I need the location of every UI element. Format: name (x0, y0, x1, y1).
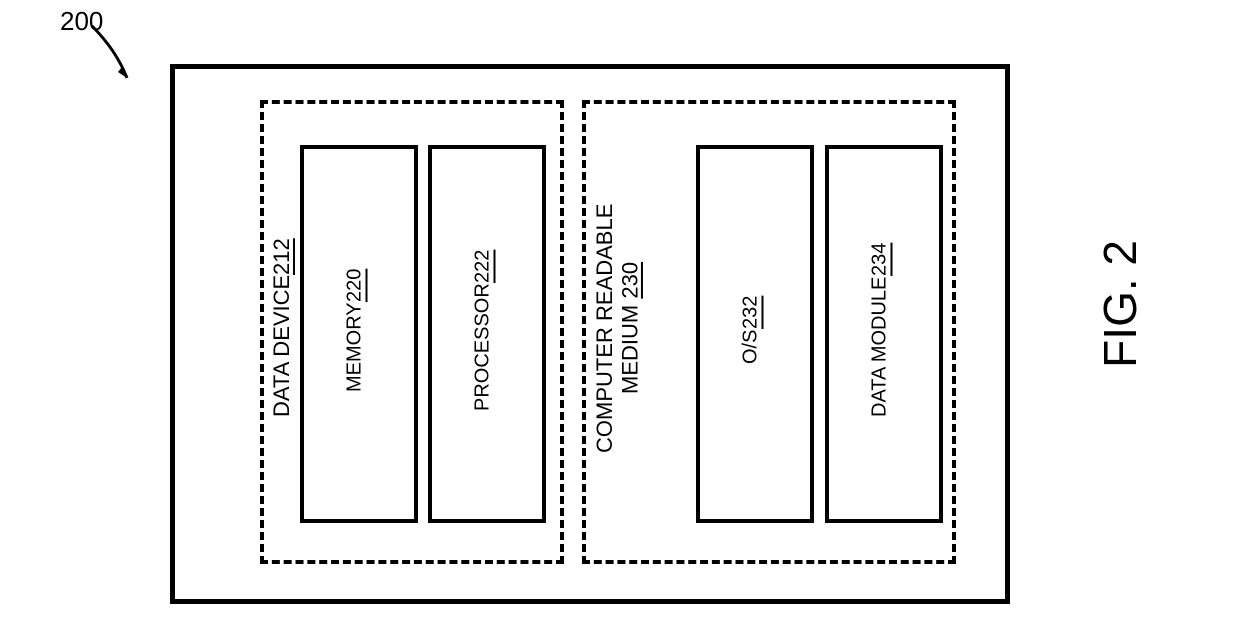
os-name: O/S (740, 329, 763, 363)
processor-label: PROCESSOR 222 (458, 165, 508, 495)
data-module-label: DATA MODULE 234 (855, 165, 905, 495)
os-ref: 232 (740, 296, 763, 329)
memory-label: MEMORY 220 (330, 165, 380, 495)
os-label: O/S 232 (726, 165, 776, 495)
data-device-name: DATA DEVICE (270, 275, 294, 417)
crm-label: COMPUTER READABLE MEDIUM 230 (592, 178, 643, 478)
crm-label-medium: MEDIUM (617, 305, 642, 394)
data-module-ref: 234 (869, 243, 892, 276)
figure-caption: FIG. 2 (1095, 240, 1146, 379)
figure-caption-text: FIG. 2 (1095, 240, 1146, 368)
processor-ref: 222 (472, 249, 495, 282)
data-device-label: DATA DEVICE 212 (270, 218, 294, 438)
data-device-ref: 212 (270, 239, 294, 276)
crm-label-line2: MEDIUM 230 (617, 178, 642, 478)
memory-ref: 220 (344, 269, 367, 302)
memory-name: MEMORY (344, 302, 367, 392)
crm-label-line1: COMPUTER READABLE (592, 178, 617, 478)
processor-name: PROCESSOR (472, 283, 495, 411)
crm-label-ref: 230 (617, 262, 642, 299)
data-module-name: DATA MODULE (869, 277, 892, 417)
